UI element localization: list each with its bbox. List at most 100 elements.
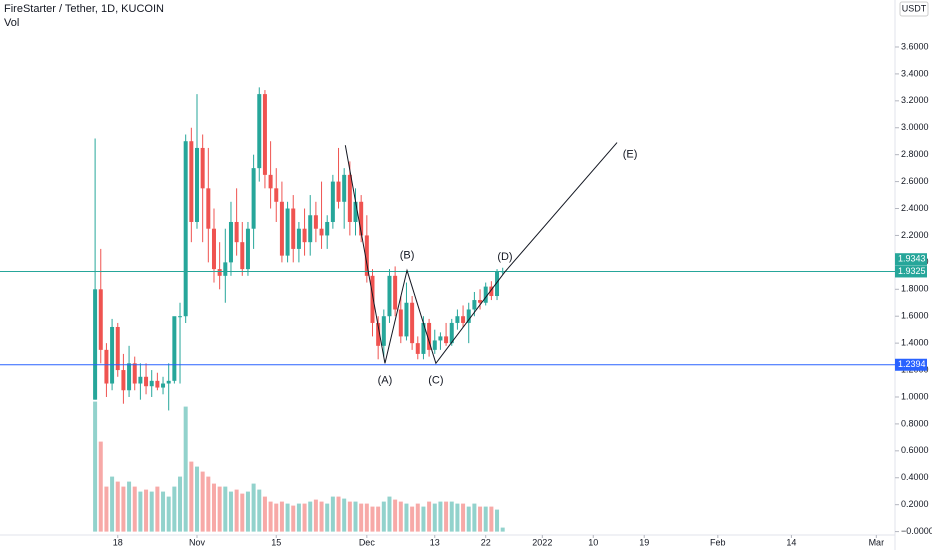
candle-body [279,201,284,256]
volume-bar [478,506,483,532]
currency-box [899,1,929,17]
candle-body [183,141,188,317]
candle-body [489,286,494,297]
volume-bar [291,505,296,532]
wave-line [344,142,618,365]
candle-body [449,322,454,344]
volume-bar [410,506,415,532]
price-line-label: 1.9325 [898,266,926,276]
volume-bar [308,501,313,532]
candle-body [251,168,256,229]
last-price-label: 1.9343 [898,254,926,264]
volume-bar [415,503,420,532]
y-tick-label: 3.2000 [901,95,929,105]
candle-body [359,201,364,236]
candle-body [274,188,279,202]
x-tick-label: Nov [189,537,206,547]
volume-bar [104,486,109,532]
candle-body [262,94,267,175]
volume-bar [500,527,505,532]
volume-bar [455,503,460,532]
x-tick-label: 18 [113,537,123,547]
volume-bar [461,503,466,532]
wave-label: (D) [497,251,512,263]
wave-label: (A) [378,375,393,387]
volume-bar [364,503,369,532]
y-tick-label: 1.8000 [901,284,929,294]
y-tick-label: 0.6000 [901,445,929,455]
candle-body [234,221,239,243]
volume-bar [178,476,183,532]
volume-bar [274,503,279,532]
volume-bar [393,499,398,532]
candle-body [223,262,228,276]
volume-bar [93,401,98,532]
candle-body [472,300,477,310]
candle-body [325,221,330,236]
candle-body [432,340,437,350]
candle-body [466,309,471,323]
volume-bar [172,486,177,532]
volume-bar [319,501,324,532]
volume-bar [268,501,273,532]
volume-bar [398,501,403,532]
candle-body [127,363,132,391]
volume-bar [353,501,358,532]
volume-bar [98,441,103,532]
candle-body [285,208,290,256]
volume-bar [495,509,500,532]
volume-bar [444,501,449,532]
y-tick-label: 1.6000 [901,311,929,321]
candle-body [217,269,222,276]
candle-body [195,147,200,222]
volume-bar [466,506,471,532]
candle-body [495,271,500,297]
volume-bar [245,491,250,532]
x-tick-label: 2022 [532,537,552,547]
volume-bar [489,506,494,532]
price-line-tag [895,265,927,278]
candle-body [155,380,160,388]
candle-body [98,289,103,350]
volume-bar [347,501,352,532]
volume-bar [115,481,120,532]
volume-bar [183,406,188,532]
volume-bar [144,489,149,532]
volume-bar [211,483,216,532]
candle-body [302,228,307,243]
candle-body [296,228,301,249]
volume-label: Vol [4,17,19,29]
volume-bar [200,471,205,532]
volume-bar [206,476,211,532]
y-tick-label: 3.0000 [901,122,929,132]
candle-body [104,349,109,384]
candle-body [342,174,347,202]
volume-bar [449,501,454,532]
x-tick-label: 19 [639,537,649,547]
volume-bar [336,496,341,532]
candle-body [347,174,352,222]
x-tick-label: Dec [359,537,376,547]
candle-body [257,94,262,169]
last-price-tag [895,253,927,266]
y-tick-label: 2.2000 [901,230,929,240]
candle-body [211,228,216,270]
y-tick-label: 2.4000 [901,203,929,213]
volume-bar [421,506,426,532]
x-tick-label: Feb [710,537,726,547]
volume-bar [110,476,115,532]
candle-body [387,275,392,317]
candle-body [308,215,313,243]
volume-bar [438,501,443,532]
volume-bar [432,503,437,532]
volume-bar [138,491,143,532]
candle-body [415,343,420,354]
volume-bar [132,486,137,532]
volume-bar [313,499,318,532]
volume-bar [161,491,166,532]
candle-body [461,316,466,323]
candle-body [115,326,120,371]
volume-bar [155,486,160,532]
volume-bar [251,483,256,532]
